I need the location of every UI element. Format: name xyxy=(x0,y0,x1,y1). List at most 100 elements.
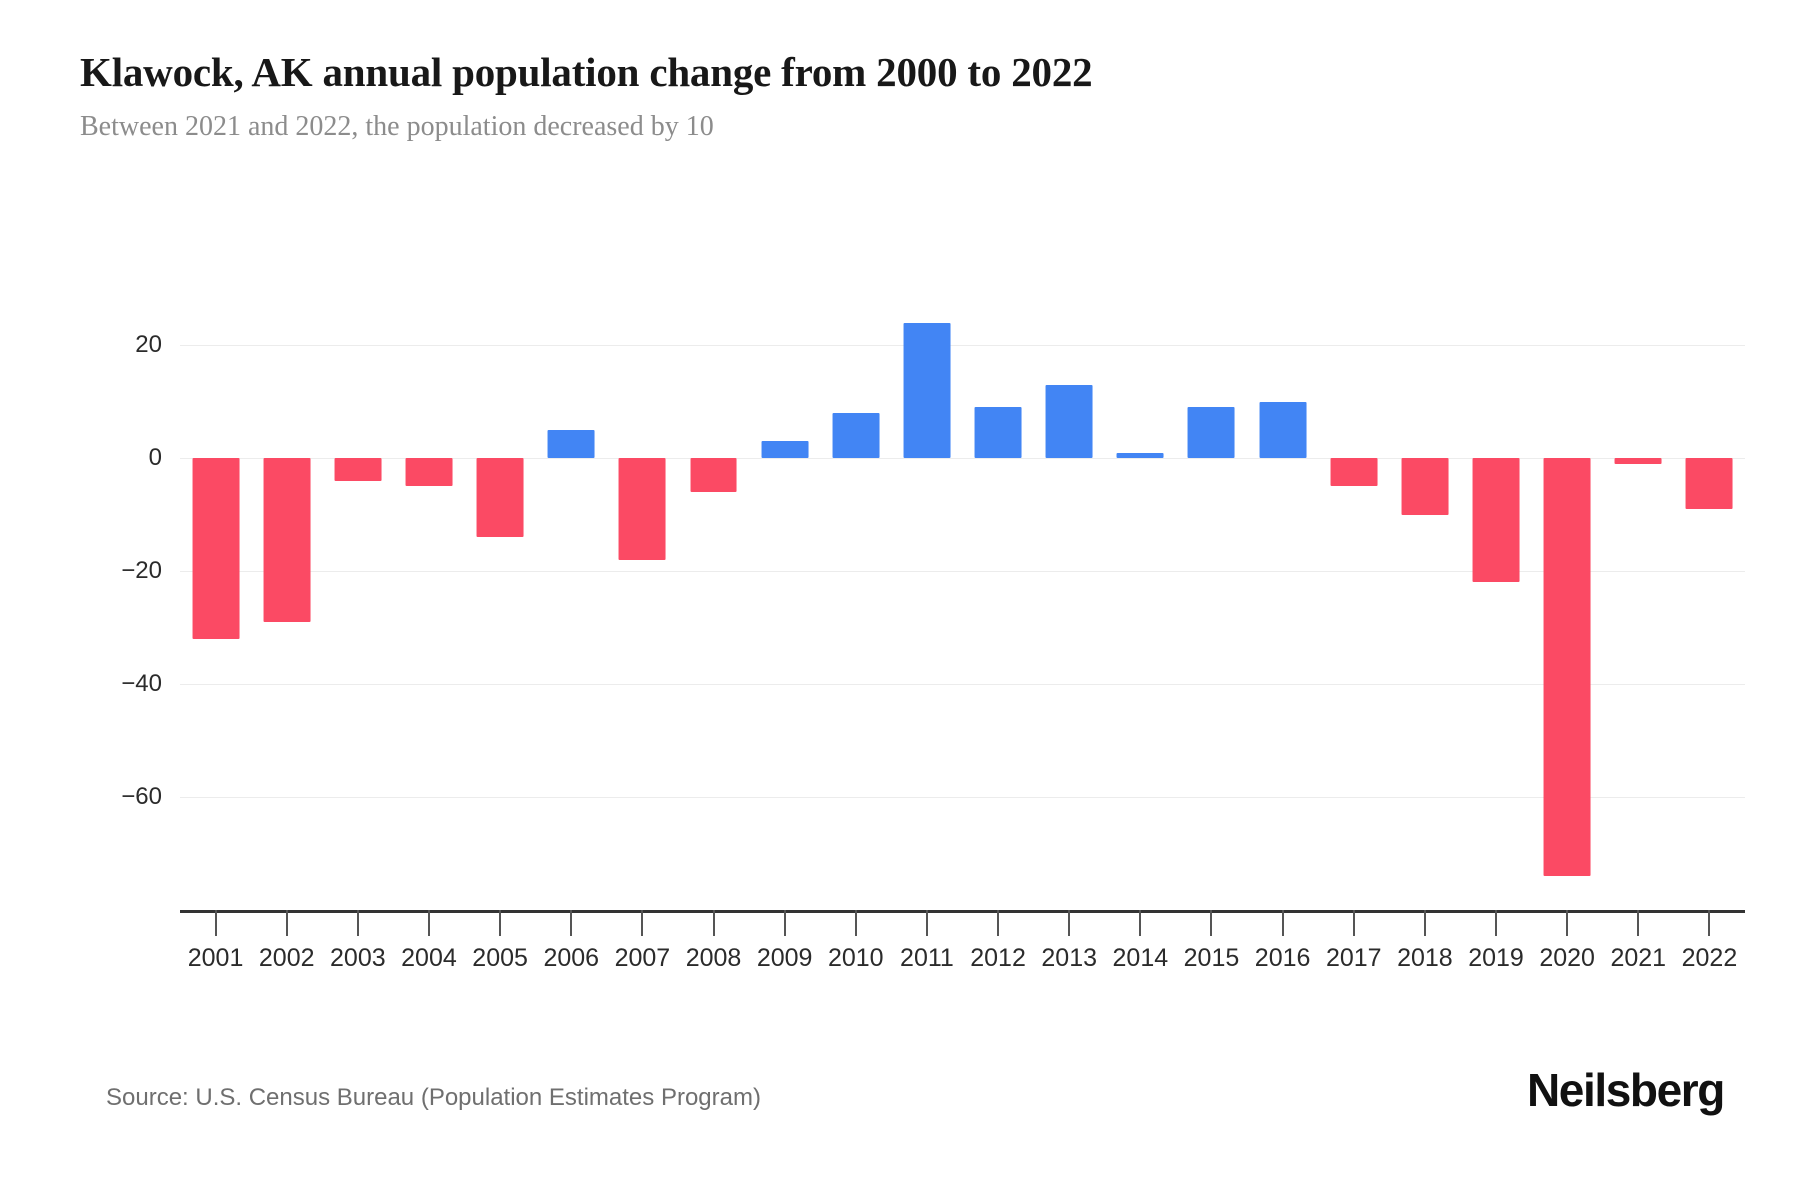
bar[interactable] xyxy=(263,458,311,622)
gridline xyxy=(180,797,1745,799)
x-axis-line xyxy=(180,910,1745,913)
x-axis-tick xyxy=(997,910,1000,936)
bar[interactable] xyxy=(1045,384,1093,459)
x-axis-tick-label: 2012 xyxy=(970,944,1026,972)
bar[interactable] xyxy=(974,407,1022,459)
x-axis-tick xyxy=(854,910,857,936)
x-axis-tick xyxy=(427,910,430,936)
x-axis-tick xyxy=(285,910,288,936)
bar-slot xyxy=(963,300,1034,910)
bar[interactable] xyxy=(832,412,880,459)
bar-slot xyxy=(536,300,607,910)
bar[interactable] xyxy=(334,458,382,481)
x-axis-tick-label: 2021 xyxy=(1610,944,1667,972)
x-axis-tick-label: 2010 xyxy=(827,944,884,972)
bar-slot xyxy=(1603,300,1674,910)
x-axis-tick xyxy=(1637,910,1640,936)
bar-slot xyxy=(1247,300,1318,910)
x-axis-tick xyxy=(1352,910,1355,936)
x-axis-tick-label: 2009 xyxy=(756,944,813,972)
x-axis-tick-label: 2018 xyxy=(1397,944,1453,972)
source-note: Source: U.S. Census Bureau (Population E… xyxy=(106,1084,761,1111)
bar-slot xyxy=(1318,300,1389,910)
x-axis-tick-label: 2019 xyxy=(1468,944,1524,972)
gridline xyxy=(180,684,1745,686)
x-axis-tick xyxy=(1708,910,1711,936)
x-axis-tick xyxy=(499,910,502,936)
bar[interactable] xyxy=(1330,458,1378,487)
bar[interactable] xyxy=(1188,407,1235,459)
y-axis-tick-label: 20 xyxy=(135,331,162,359)
bar-slot xyxy=(1674,300,1745,910)
x-axis-tick xyxy=(925,910,928,936)
bar[interactable] xyxy=(476,458,524,538)
gridline xyxy=(180,571,1745,573)
x-axis-tick xyxy=(214,910,217,936)
bar-slot xyxy=(1176,300,1247,910)
x-axis-tick-label: 2011 xyxy=(900,944,954,972)
x-axis-tick xyxy=(783,910,786,936)
x-axis-tick xyxy=(1495,910,1498,936)
bar[interactable] xyxy=(1259,401,1307,459)
x-axis-tick-label: 2004 xyxy=(401,944,457,972)
bar[interactable] xyxy=(405,458,453,487)
bar-slot xyxy=(891,300,962,910)
y-axis-tick-label: −40 xyxy=(121,670,162,698)
x-axis-tick-label: 2006 xyxy=(543,944,600,972)
bar-slot xyxy=(251,300,322,910)
bar-slot xyxy=(1105,300,1176,910)
brand-logo: Neilsberg xyxy=(1526,1064,1725,1116)
bar[interactable] xyxy=(547,429,595,459)
x-axis-tick-label: 2015 xyxy=(1183,944,1240,972)
bar[interactable] xyxy=(903,322,951,459)
x-axis-tick-label: 2007 xyxy=(614,944,671,972)
bar[interactable] xyxy=(761,441,809,459)
chart-subtitle: Between 2021 and 2022, the population de… xyxy=(80,111,714,143)
bar-slot xyxy=(1460,300,1531,910)
bar[interactable] xyxy=(1116,452,1164,459)
gridline xyxy=(180,345,1745,347)
bar-slot xyxy=(749,300,820,910)
x-axis-tick-label: 2013 xyxy=(1041,944,1098,972)
bar[interactable] xyxy=(192,458,240,639)
gridline xyxy=(180,458,1745,460)
x-axis-tick xyxy=(1281,910,1284,936)
bar-slot xyxy=(465,300,536,910)
bar-slot xyxy=(678,300,749,910)
bar-slot xyxy=(607,300,678,910)
bar[interactable] xyxy=(1685,458,1733,509)
x-axis-tick-label: 2002 xyxy=(258,944,315,972)
bar[interactable] xyxy=(690,458,737,493)
bar-slot xyxy=(322,300,393,910)
chart-header: Klawock, AK annual population change fro… xyxy=(80,48,1720,144)
bar[interactable] xyxy=(1543,458,1591,877)
x-axis-tick xyxy=(712,910,715,936)
bar-slot xyxy=(1034,300,1105,910)
bar-slot xyxy=(393,300,464,910)
y-axis-tick-label: 0 xyxy=(148,444,162,472)
bar-slot xyxy=(180,300,251,910)
x-axis-tick-label: 2005 xyxy=(472,944,528,972)
x-axis-tick-label: 2017 xyxy=(1325,944,1382,972)
x-axis-tick-label: 2020 xyxy=(1539,944,1595,972)
x-axis-tick xyxy=(641,910,644,936)
bar-slot xyxy=(820,300,891,910)
x-axis-tick-label: 2022 xyxy=(1681,944,1738,972)
x-axis-tick xyxy=(1566,910,1569,936)
x-axis-tick-label: 2008 xyxy=(685,944,742,972)
x-axis-tick xyxy=(1139,910,1142,936)
bar[interactable] xyxy=(1614,458,1662,464)
bar[interactable] xyxy=(618,458,666,560)
x-axis-tick-label: 2016 xyxy=(1254,944,1311,972)
x-axis-tick-label: 2001 xyxy=(187,944,244,972)
y-axis-tick-label: −60 xyxy=(121,783,162,811)
x-axis-tick-label: 2014 xyxy=(1112,944,1169,972)
page-title: Klawock, AK annual population change fro… xyxy=(80,49,1093,95)
x-axis-tick-label: 2003 xyxy=(330,944,386,972)
bar-slot xyxy=(1532,300,1603,910)
bar[interactable] xyxy=(1472,458,1520,583)
bar[interactable] xyxy=(1401,458,1449,515)
x-axis-tick xyxy=(356,910,359,936)
